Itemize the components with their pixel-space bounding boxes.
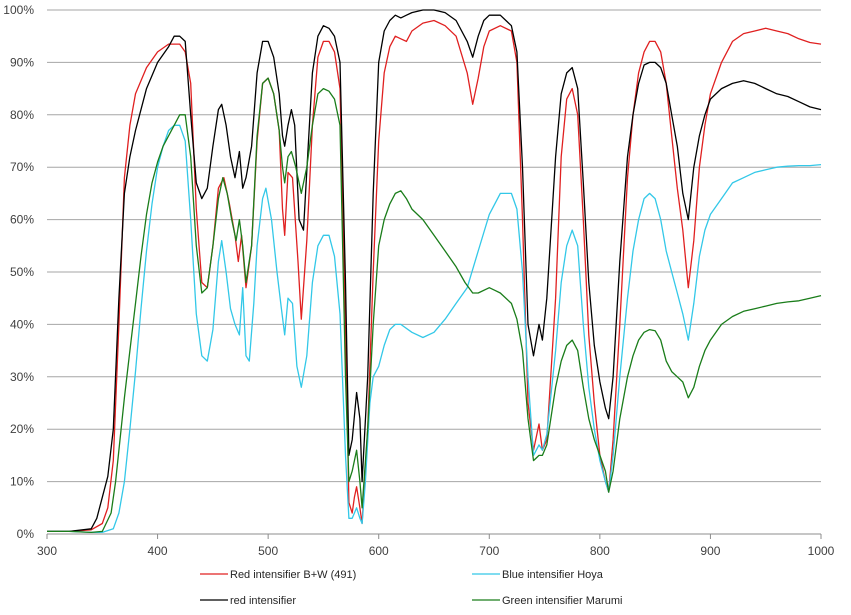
y-tick-label: 30%: [10, 370, 34, 384]
y-tick-label: 70%: [10, 160, 34, 174]
legend-label: red intensifier: [230, 595, 296, 607]
y-tick-label: 50%: [10, 265, 34, 279]
legend-label: Blue intensifier Hoya: [502, 569, 604, 581]
y-tick-label: 0%: [17, 527, 35, 541]
y-tick-label: 60%: [10, 213, 34, 227]
legend: Red intensifier B+W (491) Blue intensifie…: [200, 569, 622, 607]
x-tick-label: 1000: [808, 544, 835, 558]
series-line-4: [47, 77, 822, 534]
series-line-1: [47, 19, 822, 533]
x-tick-label: 300: [37, 544, 57, 558]
series-line-2: [47, 124, 822, 534]
x-tick-label: 900: [700, 544, 720, 558]
x-tick-label: 700: [479, 544, 499, 558]
x-axis: [46, 533, 822, 539]
y-axis-tick-labels: 0% 10% 20% 30% 40% 50% 60% 70% 80% 90% 100%: [3, 3, 34, 541]
x-tick-label: 500: [258, 544, 278, 558]
x-tick-label: 400: [148, 544, 168, 558]
x-axis-tick-labels: 300 400 500 600 700 800 900 1000: [37, 544, 835, 558]
x-tick-label: 800: [590, 544, 610, 558]
grid-lines: [47, 9, 821, 483]
data-series: [47, 9, 822, 534]
y-tick-label: 90%: [10, 55, 34, 69]
x-tick-label: 600: [369, 544, 389, 558]
legend-label: Red intensifier B+W (491): [230, 569, 356, 581]
y-tick-label: 10%: [10, 475, 34, 489]
series-line-3: [47, 9, 822, 533]
y-tick-label: 80%: [10, 108, 34, 122]
y-tick-label: 40%: [10, 317, 34, 331]
legend-label: Green intensifier Marumi: [502, 595, 622, 607]
y-tick-label: 100%: [3, 3, 34, 17]
y-tick-label: 20%: [10, 422, 34, 436]
